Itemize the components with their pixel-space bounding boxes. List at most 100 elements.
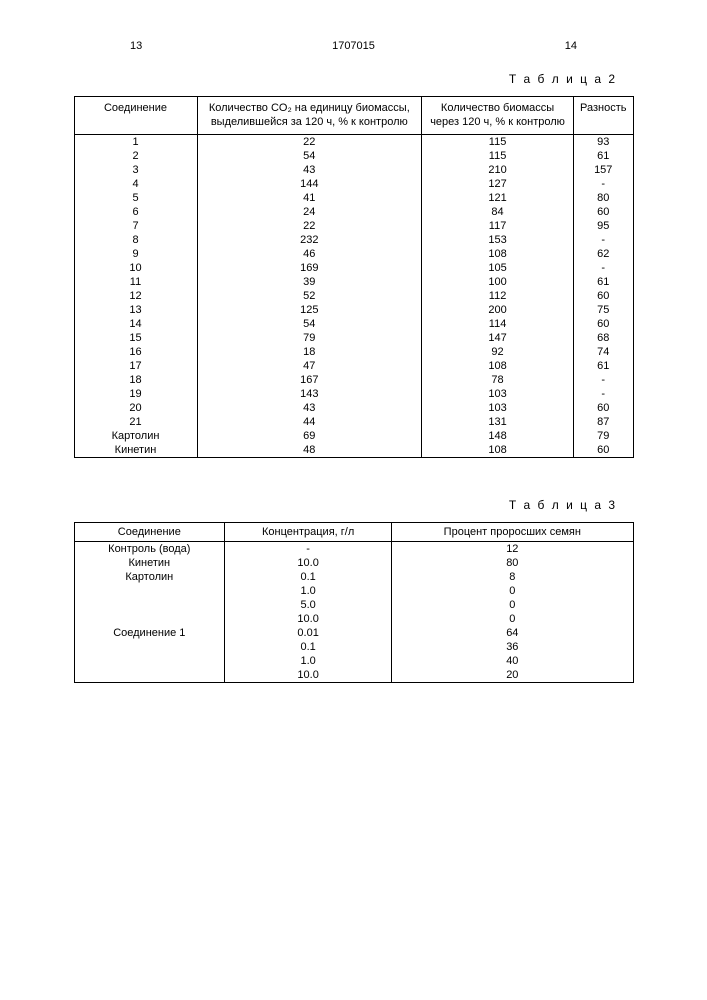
page-right-num: 14 (565, 40, 577, 52)
table-cell: 20 (392, 668, 633, 683)
table-cell: 22 (197, 134, 422, 149)
table-cell: 108 (422, 247, 574, 261)
table-cell: 153 (422, 233, 574, 247)
table2-col0: Соединение (74, 97, 197, 135)
table-row: 10.00 (74, 612, 633, 626)
table-cell: 8 (74, 233, 197, 247)
table3-col0: Соединение (74, 522, 225, 541)
table-cell: 0 (392, 584, 633, 598)
table-cell: 61 (574, 275, 634, 289)
table-row: 94610862 (74, 247, 633, 261)
table-row: 0.136 (74, 640, 633, 654)
table-cell: 54 (197, 149, 422, 163)
table-cell: 39 (197, 275, 422, 289)
table-cell: 3 (74, 163, 197, 177)
table-cell: 16 (74, 345, 197, 359)
table-cell: 1 (74, 134, 197, 149)
table-cell: 0.01 (225, 626, 392, 640)
table-cell: 64 (392, 626, 633, 640)
table-row: 157914768 (74, 331, 633, 345)
table-cell: 60 (574, 443, 634, 458)
table3-col2: Процент проросших семян (392, 522, 633, 541)
table-cell: 47 (197, 359, 422, 373)
table-cell: 169 (197, 261, 422, 275)
table2-header-row: Соединение Количество CO₂ на единицу био… (74, 97, 633, 135)
table-cell: 54 (197, 317, 422, 331)
table-cell (74, 598, 225, 612)
table-row: Картолин0.18 (74, 570, 633, 584)
table-cell: 0 (392, 598, 633, 612)
table-cell: 108 (422, 359, 574, 373)
table-cell (74, 612, 225, 626)
table-cell: 1.0 (225, 654, 392, 668)
table-cell: 115 (422, 149, 574, 163)
table-cell: Кинетин (74, 556, 225, 570)
table-row: 10169105- (74, 261, 633, 275)
table-row: 5.00 (74, 598, 633, 612)
table-cell: 114 (422, 317, 574, 331)
table-cell: 6 (74, 205, 197, 219)
table-cell: 92 (422, 345, 574, 359)
table-cell: 95 (574, 219, 634, 233)
table-cell: 4 (74, 177, 197, 191)
table-cell: 0.1 (225, 640, 392, 654)
table-cell: 200 (422, 303, 574, 317)
table-cell: 12 (392, 541, 633, 556)
table-row: Картолин6914879 (74, 429, 633, 443)
table-cell: 60 (574, 401, 634, 415)
table-cell: 19 (74, 387, 197, 401)
table-cell: 11 (74, 275, 197, 289)
table-cell: 7 (74, 219, 197, 233)
table-cell: - (574, 177, 634, 191)
table-cell: 232 (197, 233, 422, 247)
table-cell: 78 (422, 373, 574, 387)
table-row: 4144127- (74, 177, 633, 191)
table-cell: 36 (392, 640, 633, 654)
table-row: 16189274 (74, 345, 633, 359)
table-cell: 157 (574, 163, 634, 177)
table2-col1: Количество CO₂ на единицу биомассы, выде… (197, 97, 422, 135)
table-cell: 62 (574, 247, 634, 261)
table-row: 214413187 (74, 415, 633, 429)
table-cell: 14 (74, 317, 197, 331)
table-cell: - (574, 261, 634, 275)
table-cell: 8 (392, 570, 633, 584)
table-row: 8232153- (74, 233, 633, 247)
table-row: 25411561 (74, 149, 633, 163)
table-cell: 61 (574, 149, 634, 163)
table-cell: 20 (74, 401, 197, 415)
table-cell: 52 (197, 289, 422, 303)
table-cell: 18 (74, 373, 197, 387)
table-cell: 80 (392, 556, 633, 570)
table-cell: 100 (422, 275, 574, 289)
table-cell: 5 (74, 191, 197, 205)
table2-col2: Количество биомассы через 120 ч, % к кон… (422, 97, 574, 135)
table-row: 145411460 (74, 317, 633, 331)
table2-col3: Разность (574, 97, 634, 135)
table-cell: 5.0 (225, 598, 392, 612)
table-cell: 167 (197, 373, 422, 387)
page-left-num: 13 (130, 40, 142, 52)
table-cell: 121 (422, 191, 574, 205)
doc-number: 1707015 (332, 40, 375, 52)
table-row: 19143103- (74, 387, 633, 401)
table-cell: 2 (74, 149, 197, 163)
table-cell: 144 (197, 177, 422, 191)
table-cell (74, 640, 225, 654)
table3: Соединение Концентрация, г/л Процент про… (74, 522, 634, 683)
table-cell: 10.0 (225, 668, 392, 683)
table-row: 204310360 (74, 401, 633, 415)
table3-label: Т а б л и ц а 3 (50, 498, 617, 512)
table-cell: 43 (197, 163, 422, 177)
table-row: Кинетин10.080 (74, 556, 633, 570)
table-cell: 48 (197, 443, 422, 458)
table-cell: 43 (197, 401, 422, 415)
table-cell: 21 (74, 415, 197, 429)
table-row: 10.020 (74, 668, 633, 683)
table-cell: 40 (392, 654, 633, 668)
table-cell: Контроль (вода) (74, 541, 225, 556)
table-cell: 210 (422, 163, 574, 177)
table-cell: 131 (422, 415, 574, 429)
table-cell (74, 654, 225, 668)
table-cell: Соединение 1 (74, 626, 225, 640)
